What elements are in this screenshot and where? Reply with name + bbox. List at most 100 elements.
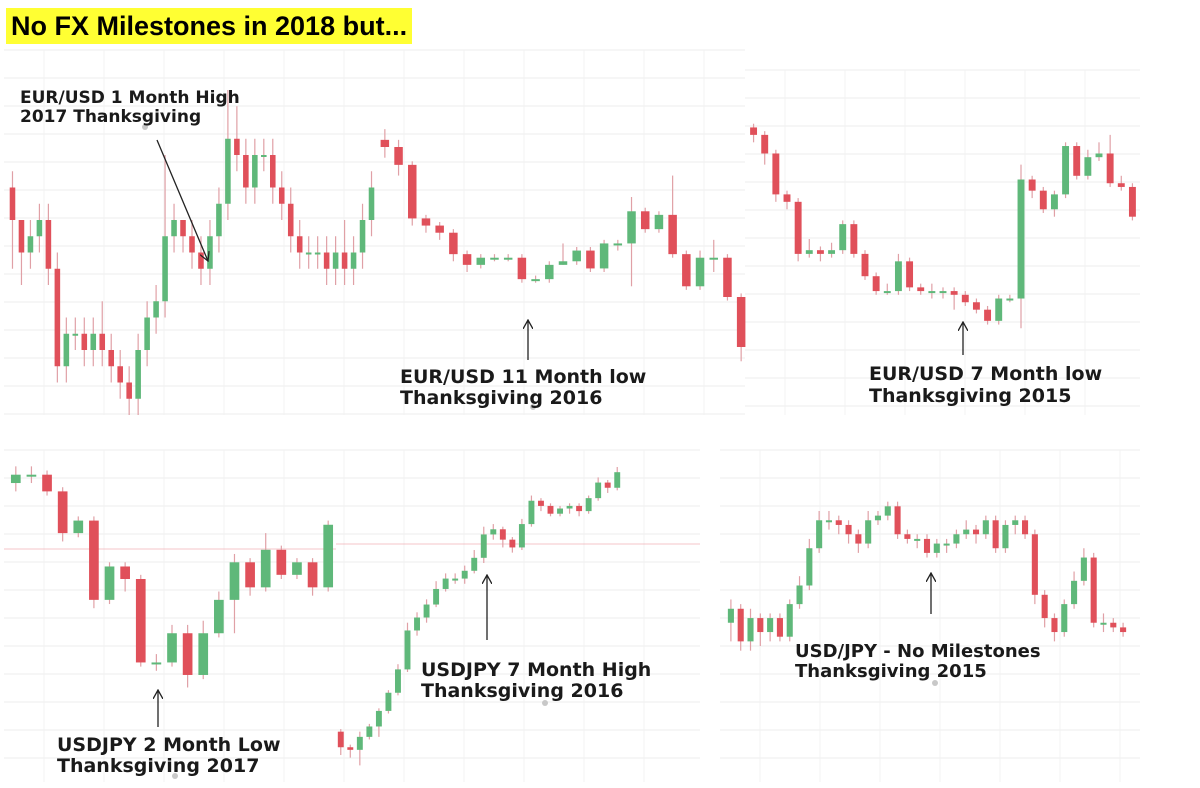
candle-up [27,236,34,253]
candle-up [72,333,79,336]
candle-down [1117,183,1125,187]
candle-down [9,187,16,220]
candle-up [558,261,568,265]
panel-usdjpy-2017 [10,466,334,688]
candle-down [757,618,764,633]
candle-up [816,520,823,549]
candle-up [395,669,401,693]
note-usdjpy-2017-line2: Thanksgiving 2017 [57,755,259,777]
candle-down [1039,190,1047,210]
note-usdjpy-2016-line1: USDJPY 7 Month High [421,659,651,681]
dot-1 [142,124,148,130]
candle-up [214,599,224,634]
candle-down [1051,618,1058,633]
candle-up [471,557,478,571]
candle-down [243,155,249,188]
candle-up [260,549,271,588]
candle-down [234,138,240,155]
candle-up [614,472,621,488]
candle-up [1061,604,1068,633]
candle-down [517,257,527,280]
dot-4 [542,700,548,706]
panel-eurusd-2015 [750,123,1136,329]
candle-up [528,500,535,525]
candle-up [153,301,159,318]
candle-down [462,254,472,265]
candle-up [10,474,21,484]
candle-down [117,366,123,383]
candle-up [963,529,970,535]
candle-up [654,214,664,230]
panel-usdjpy-2016 [337,467,621,766]
candle-up [252,155,258,188]
candle-down [81,333,88,350]
candle-down [126,382,132,399]
candle-down [449,232,458,255]
candle-down [89,520,99,600]
candle-up [595,482,602,499]
candle-up [198,633,209,675]
candle-down [894,506,901,535]
candle-down [307,562,318,588]
candle-up [825,520,832,523]
note-eurusd-2017-line2: 2017 Thanksgiving [20,107,201,127]
candle-up [135,350,141,399]
panel-eurusd-2016 [380,129,746,362]
candle-up [404,630,411,670]
note-eurusd-2015-line1: EUR/USD 7 Month low [869,363,1102,385]
candle-up [709,257,718,260]
candle-down [845,524,852,535]
candle-up [216,203,222,237]
candle-up [229,562,240,600]
candle-down [961,294,969,303]
reference-lines [4,543,700,550]
candle-up [953,534,960,544]
candle-down [245,562,255,588]
note-eurusd-2016-line2: Thanksgiving 2016 [400,387,602,409]
candle-up [375,710,382,727]
candle-down [904,534,911,539]
candle-down [923,538,931,553]
candle-down [341,252,348,269]
candle-up [144,317,150,350]
candle-down [120,566,130,579]
candle-up [727,608,734,623]
note-eurusd-2015-line2: Thanksgiving 2015 [869,385,1071,407]
candle-down [835,520,842,525]
annotation-arrows [157,139,963,727]
candle-down [276,549,287,575]
candle-up [1006,298,1014,301]
candle-down [54,268,61,367]
candle-down [750,127,758,135]
candle-up [585,498,592,512]
candle-down [872,276,880,292]
candle-down [189,236,195,253]
note-usdjpy-2017-line1: USDJPY 2 Month Low [57,734,281,756]
candle-up [796,585,803,605]
candle-up [883,291,891,294]
candle-up [874,515,882,521]
candle-up [368,187,375,220]
candle-up [1095,153,1103,158]
candle-down [736,297,746,347]
candle-down [906,261,914,288]
candle-down [287,203,294,237]
candle-down [723,257,732,297]
candle-up [323,524,334,588]
candle-down [394,147,403,165]
candle-down [668,214,677,255]
candle-up [26,474,37,477]
candle-up [366,726,373,737]
dot-2 [530,404,536,410]
candle-down [337,731,344,748]
candle-up [1062,146,1070,195]
candle-up [1071,580,1078,605]
candle-up [933,543,940,553]
panel-usdjpy-2015 [727,501,1127,651]
candle-up [865,520,872,544]
candle-down [783,194,791,202]
note-eurusd-2017-line1: EUR/USD 1 Month High [20,88,240,108]
candle-down [604,482,611,488]
candle-up [806,548,813,586]
candle-down [547,505,554,514]
